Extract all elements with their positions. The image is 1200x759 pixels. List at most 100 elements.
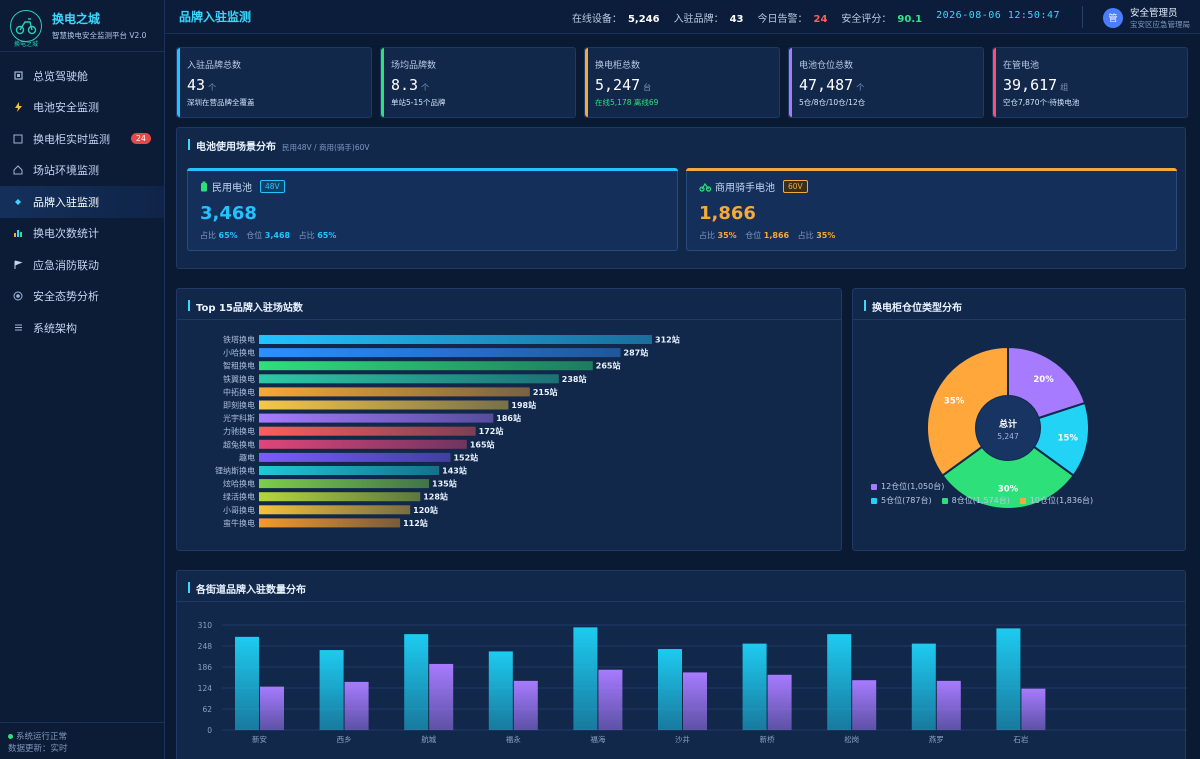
sidebar-item-battery-safety[interactable]: 电池安全监测 [0,92,164,124]
bar [259,400,509,410]
x-tick-label: 沙井 [675,734,690,744]
sidebar: 换电之城 换电之城 智慧换电安全监测平台 V2.0 总览驾驶舱 电池安全监测 换… [0,0,165,759]
top15-title: Top 15品牌入驻场站数 [188,299,303,314]
bar [742,643,767,730]
meta-value: 3,468 [264,231,291,240]
bar [260,686,284,730]
kpi-label: 场均品牌数 [391,61,437,71]
bar-category-label: 光宇科斯 [223,413,255,423]
x-tick-label: 松岗 [844,734,859,744]
kpi-note: 在线5,178 离线69 [595,97,769,108]
bar-value-label: 238站 [562,374,587,384]
bar [259,335,652,344]
sidebar-item-overview[interactable]: 总览驾驶舱 [0,60,164,92]
kpi-card-batteries: 在管电池 39,617 组 空仓7,870个·待换电池 [992,47,1188,118]
bar [319,650,344,730]
lightning-icon [13,102,23,113]
diamond-icon [13,197,23,207]
legend-label: 8仓位(1,574台) [951,496,1010,505]
meta-label: 占比 [200,231,216,240]
pie-center-label: 总计 [999,418,1017,430]
bar-category-label: 力驰换电 [223,426,255,436]
bar-value-label: 112站 [403,518,428,528]
pie-slice-label: 15% [1058,433,1079,443]
section-title: 电池使用场景分布 民用48V / 商用(骑手)60V [188,138,370,153]
kpi-card-cabinets: 换电柜总数 5,247 台 在线5,178 离线69 [584,47,780,118]
status-dot-icon [8,734,13,739]
bar-category-label: 绿活换电 [223,492,255,502]
sidebar-item-emergency[interactable]: 应急消防联动 [0,249,164,281]
kpi-label: 换电柜总数 [595,61,641,71]
sidebar-item-safety-analysis[interactable]: 安全态势分析 [0,281,164,313]
bar [259,518,401,528]
sidebar-item-brand-monitor[interactable]: 品牌入驻监测 [0,186,164,218]
kpi-value: 43 个 [187,76,361,94]
kpi-label: 在管电池 [1003,61,1040,71]
kpi-value: 47,487 个 [799,76,973,94]
online-devices-stat: 在线设备： 5,246 [572,10,660,25]
legend-row: 5仓位(787台) 8仓位(1,574台) 10仓位(1,836台) [871,495,1171,506]
alarms-stat: 今日告警： 24 [758,10,828,25]
user-menu[interactable]: 管 安全管理员 宝安区应急管理局 [1103,5,1190,30]
bar-value-label: 152站 [453,452,478,462]
legend-item[interactable]: 5仓位(787台) [871,495,932,506]
sidebar-item-architecture[interactable]: 系统架构 [0,312,164,344]
x-tick-label: 石岩 [1013,734,1028,744]
x-tick-label: 航城 [421,734,436,744]
legend-swatch [871,497,877,504]
sidebar-item-label: 系统架构 [33,321,77,335]
scene-name: 民用电池 [212,183,252,194]
bar-value-label: 186站 [496,413,521,423]
meta-label: 仓位 [246,231,263,240]
kpi-note: 单站5-15个品牌 [391,98,446,107]
sidebar-item-label: 电池安全监测 [33,101,99,115]
bar-category-label: 小哈换电 [223,348,255,358]
legend-swatch [941,497,948,504]
divider [177,601,1185,602]
kpi-accent [993,48,996,117]
scene-card-civil: 民用电池 48V 3,468 占比 65% 仓位 3,468 占比 65% [187,168,678,251]
kpi-number: 43 [187,76,206,94]
sidebar-item-swap-stats[interactable]: 换电次数统计 [0,218,164,250]
kpi-number: 5,247 [595,76,641,94]
kpi-card-slots: 电池仓位总数 47,487 个 5仓/8仓/10仓/12仓 [788,47,984,118]
bar [259,426,476,436]
datetime: 2026-08-06 12:50:47 [936,10,1060,21]
bar-value-label: 312站 [655,335,680,345]
kpi-note: 5仓/8仓/10仓/12仓 [799,98,866,107]
main-content: 品牌入驻监测 在线设备： 5,246 入驻品牌： 43 今日告警： 24 安全评分： 9… [165,0,1200,759]
kpi-label: 电池仓位总数 [799,61,854,71]
legend-label: 10仓位(1,836台) [1029,496,1094,505]
stat-value: 90.1 [897,14,923,25]
bar [936,680,961,730]
x-tick-label: 新安 [252,734,267,744]
top15-panel: Top 15品牌入驻场站数 铁塔换电 312站 小哈换电 287站 智租换电 265站 铁翼… [176,288,842,551]
stat-label: 入驻品牌： [673,14,724,25]
scene-head: 民用电池 48V [200,179,665,194]
legend-item[interactable]: 10仓位(1,836台) [1019,495,1094,506]
brand: 换电之城 换电之城 智慧换电安全监测平台 V2.0 [0,0,164,52]
legend-label: 5仓位(787台) [881,496,932,505]
stat-value: 43 [729,14,744,25]
kpi-accent [585,48,588,117]
meta-value: 35% [717,231,737,240]
legend-item[interactable]: 12仓位(1,050台) [871,481,944,492]
sidebar-item-station-env[interactable]: 场站环境监测 [0,155,164,187]
kpi-card-avg-brands: 场均品牌数 8.3 个 单站5-15个品牌 [380,47,576,118]
scooter-icon [699,182,711,192]
bar [259,452,451,462]
sidebar-item-label: 总览驾驶舱 [33,69,88,83]
bar [598,669,623,730]
y-tick-label: 62 [202,705,212,714]
x-tick-label: 福海 [590,734,605,744]
brand-logo: 换电之城 [10,9,42,48]
square-icon [13,71,23,81]
sidebar-item-cabinet-monitor[interactable]: 换电柜实时监测 24 [0,123,164,155]
legend-row: 12仓位(1,050台) [871,481,1171,492]
bar [259,374,559,384]
legend-item[interactable]: 8仓位(1,574台) [941,495,1010,506]
stat-label: 在线设备： [571,14,622,25]
kpi-unit: 个 [421,83,430,92]
logo-text: 换电之城 [13,40,38,48]
kpi-card-brand-count: 入驻品牌总数 43 个 深圳在营品牌全覆盖 [176,47,372,118]
